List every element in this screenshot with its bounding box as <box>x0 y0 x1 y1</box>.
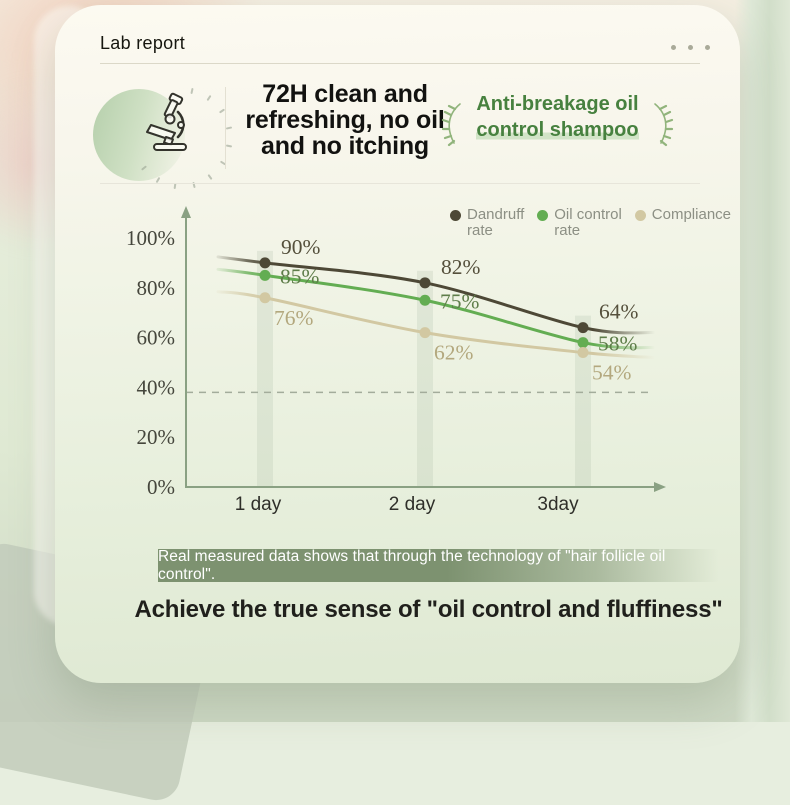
header-title-line: and no itching <box>260 132 429 160</box>
line-chart: 100% 80% 60% 40% 20% 0% 90% 82% 64% 85% 75% 58% 76% 6… <box>126 206 666 515</box>
caption-bar: Real measured data shows that through th… <box>158 547 736 583</box>
header-divider <box>100 183 700 184</box>
legend-dot-icon <box>537 210 549 221</box>
lab-data-chart: 100% 80% 60% 40% 20% 0% 90% 82% 64% 85% 75% 58% 76% 6… <box>113 201 735 533</box>
header-title: 72H clean and refreshing, no oil and no … <box>238 81 452 159</box>
legend-dot-icon <box>634 210 646 221</box>
x-axis-label: 1 day <box>235 494 282 515</box>
legend-label: Oil control rate <box>554 206 622 239</box>
microscope-badge <box>93 85 243 189</box>
data-point-label: 62% <box>434 341 474 365</box>
y-axis-arrow <box>181 206 191 218</box>
x-axis-label: 2 day <box>389 494 436 515</box>
background-right-strip <box>735 0 790 722</box>
lab-report-card: Lab report 72H clean and ref <box>55 5 740 683</box>
legend-dot-icon <box>450 210 461 221</box>
badge-line-highlighted: control shampoo <box>476 119 639 141</box>
data-point <box>259 257 271 269</box>
data-point-label: 54% <box>592 361 632 385</box>
day-highlight-band <box>257 250 273 487</box>
data-point <box>577 322 589 334</box>
day-highlight-band <box>417 270 433 487</box>
microscope-icon <box>146 92 187 151</box>
data-point <box>577 347 589 359</box>
y-tick-label: 60% <box>137 326 176 350</box>
legend-item: Dandruff rate <box>450 207 524 239</box>
data-point <box>419 277 431 289</box>
chart-axes <box>185 217 656 488</box>
data-point <box>419 327 431 339</box>
legend-label: Compliance <box>651 206 732 223</box>
y-tick-label: 100% <box>126 226 175 250</box>
header-title-line: refreshing, no oil <box>245 106 445 134</box>
caption-text: Real measured data shows that through th… <box>158 547 666 583</box>
data-point <box>419 294 431 306</box>
data-point-label: 64% <box>599 300 639 324</box>
report-header: 72H clean and refreshing, no oil and no … <box>55 71 740 189</box>
data-point-label: 82% <box>441 255 481 279</box>
laurel-branch-icon <box>654 103 674 147</box>
x-axis-label: 3day <box>537 494 579 515</box>
bottom-headline: Achieve the true sense of "oil control a… <box>134 596 723 623</box>
laurel-branch-icon <box>441 103 461 147</box>
dot <box>705 45 710 50</box>
day-highlight-band <box>575 315 591 487</box>
data-point <box>577 337 589 349</box>
vertical-divider <box>225 87 226 169</box>
y-tick-label: 20% <box>137 425 176 449</box>
chart-legend: Dandruff rate Oil control rate Compliance <box>450 207 731 239</box>
badge-line: Anti-breakage oil <box>476 93 639 115</box>
data-point <box>259 292 271 304</box>
legend-label: Dandruff rate <box>467 206 525 239</box>
legend-item: Oil control rate <box>537 207 622 239</box>
data-point-label: 76% <box>274 306 314 330</box>
legend-item: Compliance <box>634 206 732 239</box>
card-titlebar: Lab report <box>100 5 700 64</box>
y-tick-label: 80% <box>137 276 176 300</box>
ellipsis-menu-icon[interactable] <box>671 45 710 50</box>
header-title-line: 72H clean and <box>262 80 428 108</box>
data-point-label: 85% <box>280 264 320 288</box>
data-point-label: 90% <box>281 235 321 259</box>
dot <box>671 45 676 50</box>
card-title: Lab report <box>100 33 186 53</box>
y-tick-label: 40% <box>137 375 176 399</box>
y-tick-label: 0% <box>147 475 175 499</box>
x-axis-arrow <box>654 482 666 492</box>
product-badge: Anti-breakage oil control shampoo <box>441 91 674 147</box>
data-point <box>259 269 271 281</box>
dot <box>688 45 693 50</box>
data-point-label: 58% <box>598 332 638 356</box>
data-point-label: 75% <box>440 289 480 313</box>
